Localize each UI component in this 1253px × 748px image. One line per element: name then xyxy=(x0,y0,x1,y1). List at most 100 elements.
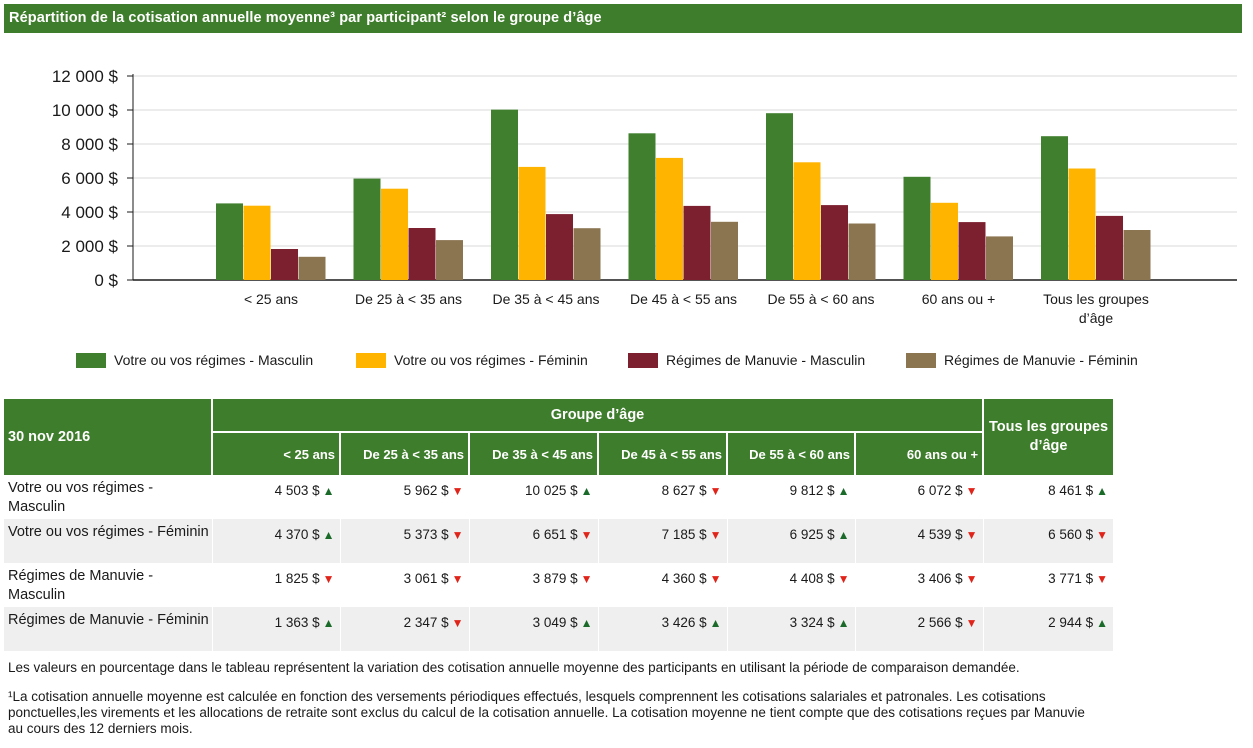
cell-value: 4 370 $ xyxy=(274,527,320,542)
bar xyxy=(848,223,876,280)
bar xyxy=(298,256,326,280)
trend-down-icon: ▼ xyxy=(451,572,464,586)
bar xyxy=(381,188,408,280)
footnote-line-3: au cours des 12 derniers mois. xyxy=(8,721,193,736)
table-cell: 4 360 $ ▼ xyxy=(597,563,727,607)
bar xyxy=(1123,230,1151,280)
bar xyxy=(1068,168,1096,280)
legend-label-1: Votre ou vos régimes - Féminin xyxy=(394,352,588,368)
table-cell: 2 566 $ ▼ xyxy=(854,607,984,651)
legend-item-1: Votre ou vos régimes - Féminin xyxy=(356,350,588,370)
row-label: Votre ou vos régimes - Féminin xyxy=(4,519,212,563)
bar xyxy=(353,178,381,280)
footnote-line-2: ponctuelles,les virements et les allocat… xyxy=(8,705,1085,720)
table-cell: 2 944 $ ▲ xyxy=(982,607,1114,651)
variation-note: Les valeurs en pourcentage dans le table… xyxy=(8,660,1020,675)
trend-down-icon: ▼ xyxy=(965,572,978,586)
column-header: De 25 à < 35 ans xyxy=(339,431,469,475)
bar xyxy=(271,249,298,280)
cell-value: 2 944 $ xyxy=(1048,615,1094,630)
trend-up-icon: ▲ xyxy=(837,484,850,498)
trend-down-icon: ▼ xyxy=(965,484,978,498)
row-label: Votre ou vos régimes - Masculin xyxy=(4,475,212,519)
x-tick-label: 60 ans ou + xyxy=(922,291,996,307)
legend-swatch-3 xyxy=(906,352,936,368)
table-cell: 9 812 $ ▲ xyxy=(726,475,855,519)
column-header: De 35 à < 45 ans xyxy=(468,431,598,475)
cell-value: 5 962 $ xyxy=(403,483,449,498)
table-cell: 3 771 $ ▼ xyxy=(982,563,1114,607)
trend-down-icon: ▼ xyxy=(965,616,978,630)
column-header: 60 ans ou + xyxy=(853,431,984,475)
cell-value: 8 461 $ xyxy=(1048,483,1094,498)
cell-value: 6 072 $ xyxy=(917,483,963,498)
x-tick-label: De 25 à < 35 ans xyxy=(355,291,462,307)
legend-label-0: Votre ou vos régimes - Masculin xyxy=(114,352,314,368)
trend-down-icon: ▼ xyxy=(451,616,464,630)
trend-down-icon: ▼ xyxy=(451,528,464,542)
cell-value: 3 061 $ xyxy=(403,571,449,586)
trend-up-icon: ▲ xyxy=(1096,484,1109,498)
y-tick-label: 8 000 $ xyxy=(61,135,118,154)
cell-value: 6 651 $ xyxy=(532,527,578,542)
column-header: De 55 à < 60 ans xyxy=(726,431,855,475)
bar xyxy=(821,205,848,280)
column-header: < 25 ans xyxy=(211,431,340,475)
cell-value: 1 825 $ xyxy=(274,571,320,586)
x-tick-label: De 35 à < 45 ans xyxy=(492,291,599,307)
table-cell: 8 627 $ ▼ xyxy=(597,475,727,519)
age-group-header: Groupe d’âge xyxy=(210,399,985,432)
table-cell: 6 072 $ ▼ xyxy=(854,475,984,519)
bar xyxy=(1041,136,1068,280)
legend-label-3: Régimes de Manuvie - Féminin xyxy=(944,352,1138,368)
cell-value: 3 879 $ xyxy=(532,571,578,586)
cell-value: 3 771 $ xyxy=(1048,571,1094,586)
trend-down-icon: ▼ xyxy=(580,528,593,542)
chart-legend: Votre ou vos régimes - Masculin Votre ou… xyxy=(0,350,1253,370)
cell-value: 1 363 $ xyxy=(274,615,320,630)
bar xyxy=(711,221,738,280)
table-cell: 3 061 $ ▼ xyxy=(339,563,469,607)
trend-up-icon: ▲ xyxy=(322,616,335,630)
bar xyxy=(766,113,793,280)
x-tick-label: De 45 à < 55 ans xyxy=(630,291,737,307)
row-label: Régimes de Manuvie - Masculin xyxy=(4,563,212,607)
table-cell: 8 461 $ ▲ xyxy=(982,475,1114,519)
trend-up-icon: ▲ xyxy=(580,484,593,498)
bar xyxy=(546,214,573,280)
legend-swatch-0 xyxy=(76,352,106,368)
x-tick-label: d’âge xyxy=(1079,310,1113,326)
chart-title: Répartition de la cotisation annuelle mo… xyxy=(4,4,1242,33)
legend-swatch-2 xyxy=(628,352,658,368)
table-cell: 4 503 $ ▲ xyxy=(211,475,340,519)
bar xyxy=(986,236,1013,280)
cell-value: 3 406 $ xyxy=(917,571,963,586)
legend-item-0: Votre ou vos régimes - Masculin xyxy=(76,350,313,370)
bar xyxy=(793,162,821,280)
table-cell: 6 560 $ ▼ xyxy=(982,519,1114,563)
cell-value: 6 925 $ xyxy=(789,527,835,542)
trend-down-icon: ▼ xyxy=(837,572,850,586)
trend-down-icon: ▼ xyxy=(709,572,722,586)
cell-value: 8 627 $ xyxy=(661,483,707,498)
bar xyxy=(491,109,518,280)
table-cell: 10 025 $ ▲ xyxy=(468,475,598,519)
table-row: Régimes de Manuvie - Masculin 1 825 $ ▼ 3 0… xyxy=(4,563,1114,607)
all-groups-header: Tous les groupes d’âge xyxy=(982,399,1114,475)
x-tick-label: < 25 ans xyxy=(244,291,298,307)
trend-down-icon: ▼ xyxy=(965,528,978,542)
bar xyxy=(436,240,463,280)
bar xyxy=(958,222,986,280)
cell-value: 4 503 $ xyxy=(274,483,320,498)
y-tick-label: 2 000 $ xyxy=(61,237,118,256)
cell-value: 10 025 $ xyxy=(525,483,578,498)
table-cell: 3 879 $ ▼ xyxy=(468,563,598,607)
trend-down-icon: ▼ xyxy=(709,528,722,542)
table-cell: 6 651 $ ▼ xyxy=(468,519,598,563)
cell-value: 9 812 $ xyxy=(789,483,835,498)
table-row: Régimes de Manuvie - Féminin 1 363 $ ▲ 2 34… xyxy=(4,607,1114,651)
x-tick-label: Tous les groupes xyxy=(1043,291,1149,307)
table-cell: 4 539 $ ▼ xyxy=(854,519,984,563)
table-row: Votre ou vos régimes - Masculin 4 503 $ ▲ 5… xyxy=(4,475,1114,519)
legend-label-2: Régimes de Manuvie - Masculin xyxy=(666,352,866,368)
